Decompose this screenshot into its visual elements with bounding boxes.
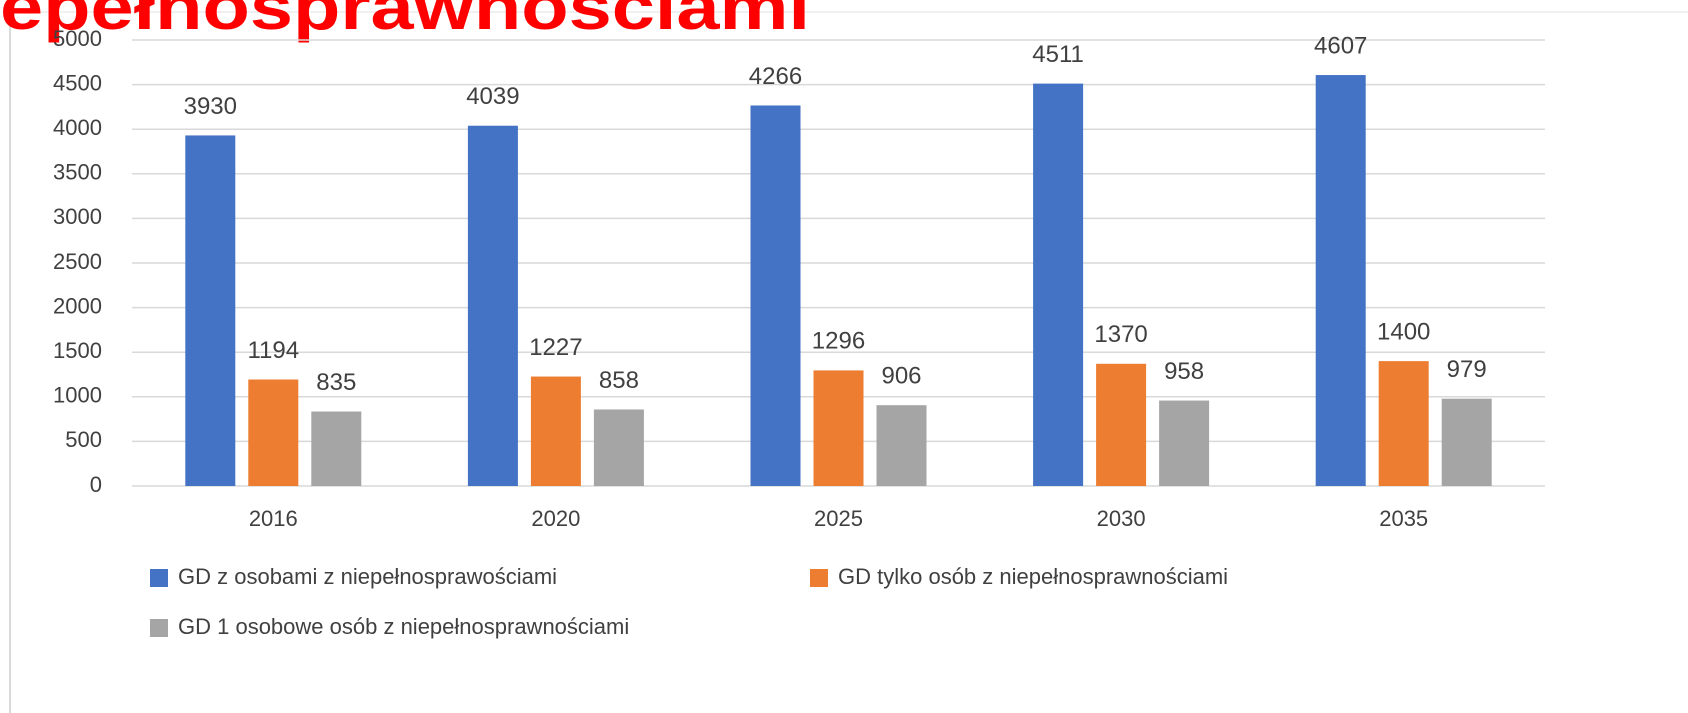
x-tick-label: 2020 <box>531 506 580 531</box>
legend-swatch <box>150 569 168 587</box>
legend-label: GD tylko osób z niepełnosprawnościami <box>838 564 1228 589</box>
legend-label: GD z osobami z niepełnosprawościami <box>178 564 557 589</box>
x-tick-label: 2025 <box>814 506 863 531</box>
y-tick-label: 500 <box>65 427 102 452</box>
y-tick-label: 1000 <box>53 383 102 408</box>
bar <box>1315 75 1366 486</box>
data-label: 4266 <box>749 63 802 90</box>
y-tick-label: 2500 <box>53 249 102 274</box>
data-label: 4511 <box>1032 41 1084 68</box>
data-label: 1296 <box>812 328 865 355</box>
bar <box>1441 398 1492 486</box>
data-label: 4607 <box>1314 32 1367 59</box>
bar <box>185 135 236 486</box>
bar <box>813 370 864 486</box>
data-label: 979 <box>1447 356 1487 383</box>
data-label: 1194 <box>247 337 299 364</box>
y-tick-label: 5000 <box>53 26 102 51</box>
bar <box>1033 83 1084 486</box>
bar <box>1096 363 1147 486</box>
x-tick-label: 2035 <box>1379 506 1428 531</box>
bar <box>311 411 362 486</box>
chart-title: epełnosprawnościami <box>0 0 810 43</box>
data-label: 3930 <box>184 93 237 120</box>
data-label: 858 <box>599 367 639 394</box>
bar <box>593 409 644 486</box>
bar <box>1378 361 1429 486</box>
y-tick-label: 3500 <box>53 160 102 185</box>
y-tick-label: 3000 <box>53 204 102 229</box>
x-tick-label: 2016 <box>249 506 298 531</box>
data-label: 1370 <box>1094 321 1147 348</box>
data-label: 835 <box>316 369 356 396</box>
y-tick-label: 0 <box>90 472 102 497</box>
data-label: 1227 <box>529 334 582 361</box>
data-label: 4039 <box>466 83 519 110</box>
bar <box>750 105 801 486</box>
bar <box>530 376 581 486</box>
legend-label: GD 1 osobowe osób z niepełnosprawnościam… <box>178 614 629 639</box>
legend-swatch <box>810 569 828 587</box>
y-tick-label: 4500 <box>53 70 102 95</box>
bar <box>1159 400 1210 486</box>
bar <box>248 379 299 486</box>
x-tick-label: 2030 <box>1097 506 1146 531</box>
y-tick-label: 4000 <box>53 115 102 140</box>
bar <box>467 125 518 487</box>
legend-swatch <box>150 619 168 637</box>
y-tick-label: 2000 <box>53 293 102 318</box>
bar <box>876 405 927 486</box>
data-label: 958 <box>1164 358 1204 385</box>
y-tick-label: 1500 <box>53 338 102 363</box>
data-label: 1400 <box>1377 318 1430 345</box>
data-label: 906 <box>881 363 921 390</box>
